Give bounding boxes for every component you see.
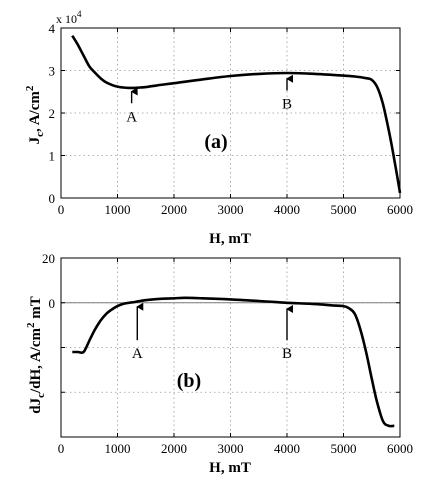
y-tick-label: 2 bbox=[49, 106, 56, 121]
x-tick-label: 3000 bbox=[218, 202, 244, 217]
x-tick-label: 5000 bbox=[331, 202, 357, 217]
annotation-label-a: A bbox=[132, 346, 143, 362]
panel-label-b: (b) bbox=[177, 370, 201, 392]
x-tick-label: 1000 bbox=[105, 441, 131, 456]
y-axis-label-a: Jc, A/cm2 bbox=[24, 85, 46, 144]
x-tick-label: 4000 bbox=[274, 441, 300, 456]
x-tick-label: 3000 bbox=[218, 441, 244, 456]
y-tick-label: 0 bbox=[49, 191, 56, 206]
x-tick-label: 6000 bbox=[387, 441, 413, 456]
grid-b bbox=[61, 258, 400, 437]
series-line-a bbox=[71, 35, 402, 194]
y-tick-label: 1 bbox=[49, 149, 56, 164]
annotations-a: AB bbox=[126, 74, 293, 125]
panel-label-a: (a) bbox=[204, 131, 227, 153]
y-tick-label: 3 bbox=[49, 64, 56, 79]
x-tick-label: 0 bbox=[58, 441, 65, 456]
x-tick-label: 0 bbox=[58, 202, 65, 217]
x-axis-label-b: H, mT bbox=[209, 460, 251, 476]
annotation-label-b: B bbox=[282, 346, 292, 362]
x-tick-label: 5000 bbox=[331, 441, 357, 456]
x-axis-label-a: H, mT bbox=[209, 231, 251, 247]
exponent-label: x 104 bbox=[56, 9, 82, 26]
x-tick-label: 1000 bbox=[105, 202, 131, 217]
series-line-b bbox=[72, 296, 395, 428]
y-tick-label: 0 bbox=[49, 296, 56, 311]
ticks-a: 0 1000 2000 3000 4000 5000 6000 0 1 2 3 4 bbox=[49, 21, 414, 217]
y-tick-label: 20 bbox=[42, 251, 55, 266]
x-tick-label: 2000 bbox=[161, 202, 187, 217]
annotation-label-a: A bbox=[126, 109, 137, 125]
x-tick-label: 2000 bbox=[161, 441, 187, 456]
grid-a bbox=[61, 28, 400, 198]
ticks-b: 0 1000 2000 3000 4000 5000 6000 0 20 bbox=[42, 251, 413, 456]
y-axis-label-b: dJc/dH, A/cm2 mT bbox=[25, 296, 47, 414]
y-tick-label: 4 bbox=[49, 21, 56, 36]
annotation-label-b: B bbox=[282, 97, 292, 113]
x-tick-label: 6000 bbox=[387, 202, 413, 217]
x-tick-label: 4000 bbox=[274, 202, 300, 217]
